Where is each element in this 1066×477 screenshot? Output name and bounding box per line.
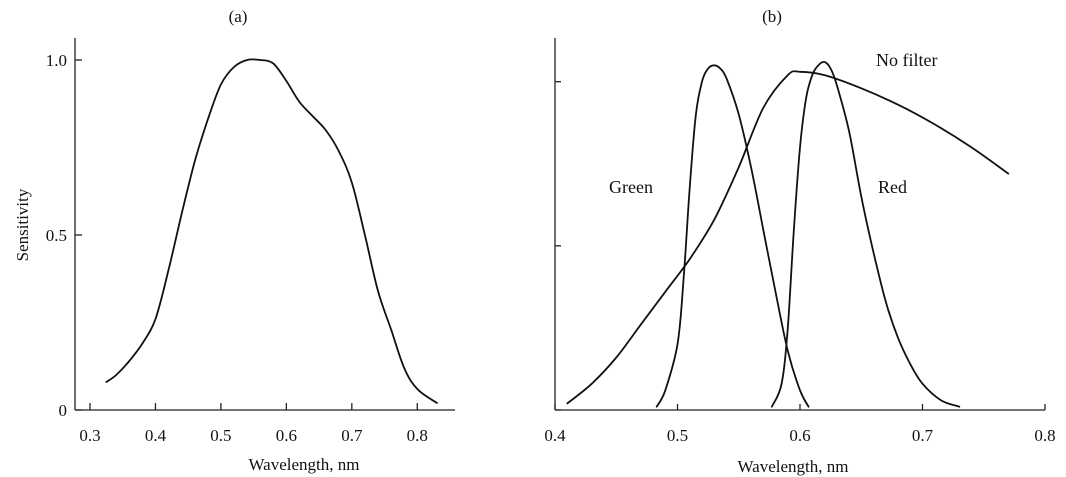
panel-a-y-tick-label: 0 [59,401,68,420]
series-label-no-filter: No filter [876,50,937,70]
panel-a-y-tick-label: 0.5 [46,226,67,245]
panel-a-x-tick-label: 0.8 [407,426,428,445]
panel-b-x-tick-label: 0.6 [789,426,810,445]
panel-a-sensitivity-chart: (a) 0.3 0.4 0.5 0.6 0.7 0.8 0 0.5 1.0 Wavelengt… [13,7,455,474]
panel-b-series-red-line [770,61,961,408]
panel-a-x-tick-label: 0.3 [79,426,100,445]
panel-a-series-sensitivity-line [105,58,438,404]
panel-a-title: (a) [229,7,248,26]
panel-a-x-tick-label: 0.4 [145,426,167,445]
panel-a-y-tick-label: 1.0 [46,51,67,70]
panel-b-x-ticks: 0.4 0.5 0.6 0.7 0.8 [544,404,1056,445]
panel-a-x-ticks: 0.3 0.4 0.5 0.6 0.7 0.8 [79,403,428,445]
panel-b-curves [566,61,1010,408]
panel-b-series-green-line [655,64,810,408]
panel-b-series-no-filter-line [566,70,1010,405]
panel-a-curves [105,58,438,404]
panel-a-x-tick-label: 0.6 [276,426,297,445]
panel-b-x-tick-label: 0.7 [912,426,934,445]
panel-b-x-tick-label: 0.5 [667,426,688,445]
panel-b-filter-chart: (b) 0.4 0.5 0.6 0.7 0.8 Wavelength, nm No fi… [544,7,1055,476]
panel-a-y-ticks: 0 0.5 1.0 [46,51,82,420]
panel-b-y-ticks [555,81,561,411]
panel-b-x-tick-label: 0.4 [544,426,566,445]
panel-a-x-tick-label: 0.7 [341,426,363,445]
series-label-green: Green [609,177,653,197]
panel-b-title: (b) [762,7,782,26]
panel-b-x-axis-label: Wavelength, nm [738,457,849,476]
panel-a-y-axis-label: Sensitivity [13,188,32,261]
panel-a-x-tick-label: 0.5 [210,426,231,445]
series-label-red: Red [878,177,907,197]
panel-b-x-tick-label: 0.8 [1034,426,1055,445]
panel-a-x-axis-label: Wavelength, nm [249,455,360,474]
